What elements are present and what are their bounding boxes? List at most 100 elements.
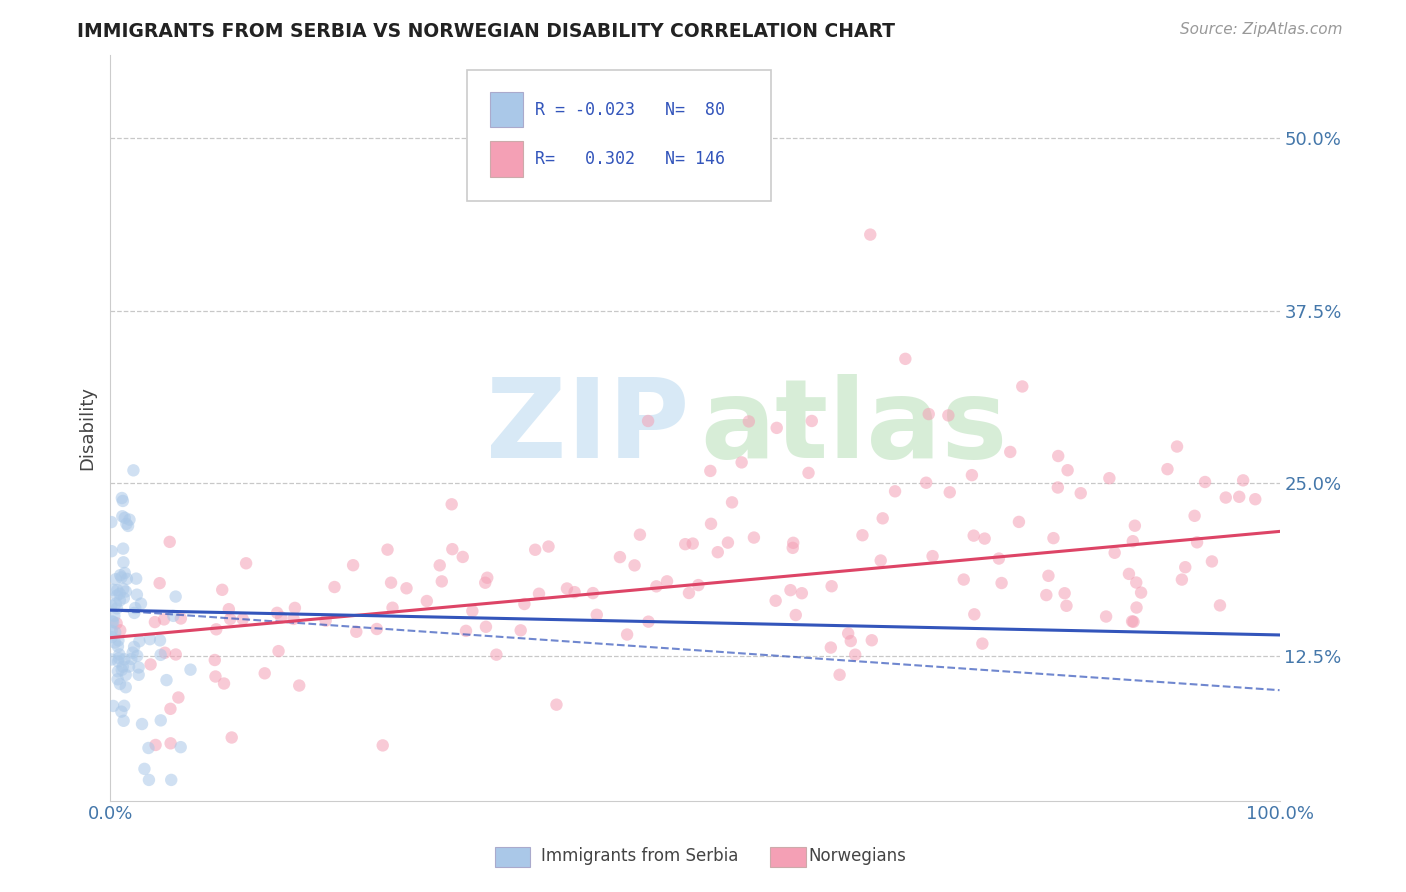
Point	[111, 659, 134, 673]
Point	[155, 673, 177, 687]
Point	[782, 541, 804, 555]
Point	[101, 630, 124, 644]
Point	[628, 527, 651, 541]
Point	[765, 421, 787, 435]
Point	[555, 582, 578, 596]
Point	[108, 651, 131, 665]
Point	[159, 702, 181, 716]
Point	[972, 637, 994, 651]
Point	[1174, 560, 1197, 574]
Point	[107, 665, 129, 679]
Point	[105, 601, 128, 615]
Point	[111, 491, 134, 505]
Point	[111, 663, 134, 677]
Point	[820, 579, 842, 593]
Point	[1098, 471, 1121, 485]
Point	[1056, 599, 1078, 613]
Point	[114, 584, 136, 599]
Point	[1130, 585, 1153, 599]
Text: R=   0.302   N= 146: R= 0.302 N= 146	[534, 150, 724, 168]
Point	[211, 582, 233, 597]
Point	[1035, 588, 1057, 602]
Point	[122, 640, 145, 654]
Point	[111, 509, 134, 524]
Point	[820, 640, 842, 655]
Point	[973, 532, 995, 546]
Point	[1070, 486, 1092, 500]
Point	[915, 475, 938, 490]
Point	[860, 633, 883, 648]
Point	[114, 680, 136, 694]
Point	[134, 762, 156, 776]
Point	[100, 515, 122, 529]
Point	[118, 659, 141, 673]
Point	[474, 575, 496, 590]
Point	[111, 494, 134, 508]
Point	[441, 542, 464, 557]
Point	[153, 612, 176, 626]
Point	[107, 640, 129, 654]
Point	[103, 609, 125, 624]
Point	[678, 586, 700, 600]
Point	[105, 589, 128, 603]
Point	[107, 633, 129, 648]
Point	[673, 537, 696, 551]
Point	[655, 574, 678, 589]
Text: atlas: atlas	[700, 375, 1008, 482]
FancyBboxPatch shape	[770, 847, 806, 867]
Point	[381, 600, 404, 615]
Point	[844, 648, 866, 662]
Point	[1038, 569, 1060, 583]
Point	[344, 624, 367, 639]
Point	[124, 601, 146, 615]
Point	[115, 572, 138, 586]
Point	[149, 648, 172, 662]
Point	[1053, 586, 1076, 600]
Point	[960, 468, 983, 483]
Point	[475, 620, 498, 634]
Point	[212, 676, 235, 690]
Point	[112, 652, 135, 666]
Point	[742, 531, 765, 545]
Point	[537, 540, 560, 554]
Point	[645, 579, 668, 593]
Point	[839, 634, 862, 648]
Point	[894, 351, 917, 366]
Point	[1166, 440, 1188, 454]
Point	[100, 652, 122, 666]
Point	[270, 610, 292, 624]
FancyBboxPatch shape	[495, 847, 530, 867]
Point	[160, 772, 183, 787]
Point	[1171, 573, 1194, 587]
Point	[104, 635, 127, 649]
Point	[112, 541, 135, 556]
Point	[990, 576, 1012, 591]
Point	[1215, 491, 1237, 505]
Point	[112, 591, 135, 606]
Text: IMMIGRANTS FROM SERBIA VS NORWEGIAN DISABILITY CORRELATION CHART: IMMIGRANTS FROM SERBIA VS NORWEGIAN DISA…	[77, 22, 896, 41]
Point	[218, 602, 240, 616]
Point	[114, 566, 136, 580]
Point	[125, 588, 148, 602]
Point	[128, 634, 150, 648]
Point	[623, 558, 645, 573]
Point	[108, 593, 131, 607]
Point	[461, 604, 484, 618]
Point	[1123, 518, 1146, 533]
Point	[1201, 554, 1223, 568]
Point	[288, 679, 311, 693]
Point	[100, 544, 122, 558]
Point	[118, 513, 141, 527]
Point	[609, 550, 631, 565]
Point	[700, 516, 723, 531]
Point	[1056, 463, 1078, 477]
Point	[125, 572, 148, 586]
Point	[267, 644, 290, 658]
Point	[721, 495, 744, 509]
FancyBboxPatch shape	[467, 70, 770, 201]
Point	[149, 714, 172, 728]
Point	[688, 578, 710, 592]
Point	[1209, 599, 1232, 613]
Point	[1118, 566, 1140, 581]
Point	[797, 466, 820, 480]
